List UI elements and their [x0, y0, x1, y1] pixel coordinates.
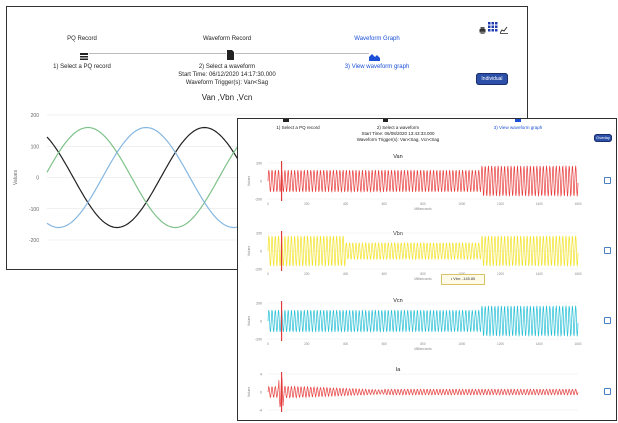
area-chart-icon[interactable] — [369, 48, 380, 61]
step-select-pq-record[interactable]: 1) Select a PQ record — [53, 64, 111, 70]
x-tick-label: 600 — [382, 342, 388, 346]
panel-title-vbn: Vbn — [393, 231, 403, 237]
chart-small-icon[interactable] — [499, 21, 508, 34]
panel-title-ia: Ia — [395, 367, 401, 373]
x-axis-label: Milliseconds — [414, 277, 432, 281]
panel-checkbox-van[interactable] — [604, 177, 611, 184]
x-tick-label: 800 — [420, 272, 426, 276]
y-tick-label: 0 — [36, 176, 39, 182]
x-tick-label: 200 — [304, 272, 310, 276]
overlay-button[interactable]: Overlay — [594, 134, 612, 142]
panel-checkbox-vbn[interactable] — [604, 247, 611, 254]
step-select-waveform[interactable]: 2) Select a waveform — [198, 64, 256, 70]
y-tick-label: 200 — [31, 113, 40, 119]
panel-title-vcn: Vcn — [393, 298, 403, 304]
waveform-window-front: 1) Select a PQ record 2) Select a wavefo… — [237, 118, 617, 421]
y-tick-label: -100 — [29, 207, 39, 213]
tooltip-value: • Vbn: -145.85 — [450, 277, 476, 281]
start-time: Start Time: 06/08/2020 13:43:33.000 — [361, 131, 435, 136]
x-tick-label: 0 — [267, 342, 269, 346]
y-axis-label: Values — [247, 246, 251, 257]
file-icon[interactable] — [226, 47, 235, 60]
step-select-pq-record[interactable]: 1) Select a PQ record — [276, 125, 320, 130]
step-header-waveform-graph[interactable]: Waveform Graph — [354, 36, 400, 42]
grid-icon[interactable] — [488, 19, 498, 32]
list-icon[interactable] — [283, 119, 289, 122]
x-tick-label: 1600 — [574, 272, 581, 276]
waveform-van — [267, 165, 579, 197]
x-tick-label: 400 — [343, 342, 349, 346]
waveform-ia — [267, 376, 579, 408]
y-tick-label: -200 — [255, 198, 262, 202]
waveform-trigger: Waveform Trigger(s): Van<Sag, Vcn<Sag — [356, 137, 440, 142]
step-view-waveform-graph[interactable]: 3) View waveform graph — [493, 125, 543, 130]
x-tick-label: 800 — [420, 342, 426, 346]
x-tick-label: 1000 — [458, 202, 465, 206]
x-tick-label: 1600 — [574, 202, 581, 206]
y-tick-label: -200 — [255, 338, 262, 342]
start-time: Start Time: 06/12/2020 14:17:30.000 — [178, 72, 276, 78]
x-tick-label: 400 — [343, 272, 349, 276]
file-icon[interactable] — [383, 119, 388, 122]
y-tick-label: 0 — [260, 180, 262, 184]
y-tick-label: 100 — [31, 144, 40, 150]
panel-checkbox-vcn[interactable] — [604, 317, 611, 324]
x-tick-label: 1600 — [574, 342, 581, 346]
print-icon[interactable] — [479, 21, 486, 34]
x-tick-label: 1400 — [536, 272, 543, 276]
value-tooltip: • Vbn: -145.85 — [441, 274, 485, 285]
x-tick-label: 1000 — [458, 342, 465, 346]
y-tick-label: -200 — [29, 238, 39, 244]
y-tick-label: -4 — [259, 409, 262, 413]
y-tick-label: 0 — [260, 320, 262, 324]
y-axis-label: Values — [13, 170, 19, 185]
x-tick-label: 400 — [343, 202, 349, 206]
list-icon[interactable] — [79, 48, 89, 61]
step-view-waveform-graph[interactable]: 3) View waveform graph — [344, 64, 410, 70]
y-tick-label: 200 — [256, 232, 262, 236]
x-tick-label: 800 — [420, 202, 426, 206]
x-tick-label: 1200 — [497, 342, 504, 346]
x-tick-label: 1200 — [497, 202, 504, 206]
step-header-pq-record: PQ Record — [67, 36, 97, 42]
y-tick-label: 4 — [260, 373, 262, 377]
step-select-waveform[interactable]: 2) Select a waveform — [376, 125, 420, 130]
x-tick-label: 0 — [267, 272, 269, 276]
y-tick-label: 200 — [256, 162, 262, 166]
y-axis-label: Values — [247, 316, 251, 327]
waveform-vcn — [267, 305, 579, 337]
waveform-vbn — [267, 235, 579, 267]
waveform-trigger: Waveform Trigger(s): Van<Sag — [185, 80, 269, 86]
x-tick-label: 1200 — [497, 272, 504, 276]
y-axis-label: Values — [247, 387, 251, 398]
area-chart-icon[interactable] — [515, 119, 521, 122]
y-tick-label: 0 — [260, 250, 262, 254]
x-axis-label: Milliseconds — [414, 207, 432, 211]
x-tick-label: 200 — [304, 202, 310, 206]
step-header-waveform-record: Waveform Record — [202, 36, 252, 42]
panel-checkbox-ia[interactable] — [604, 388, 611, 395]
y-tick-label: -200 — [255, 268, 262, 272]
x-tick-label: 600 — [382, 272, 388, 276]
y-axis-label: Values — [247, 176, 251, 187]
x-tick-label: 1400 — [536, 202, 543, 206]
chart-title: Van ,Vbn ,Vcn — [201, 93, 253, 102]
x-tick-label: 0 — [267, 202, 269, 206]
y-tick-label: 0 — [260, 391, 262, 395]
panel-title-van: Van — [393, 154, 403, 160]
individual-button[interactable]: Individual — [476, 73, 508, 85]
x-tick-label: 600 — [382, 202, 388, 206]
x-tick-label: 1400 — [536, 342, 543, 346]
x-tick-label: 200 — [304, 342, 310, 346]
x-axis-label: Milliseconds — [414, 347, 432, 351]
y-tick-label: 200 — [256, 302, 262, 306]
